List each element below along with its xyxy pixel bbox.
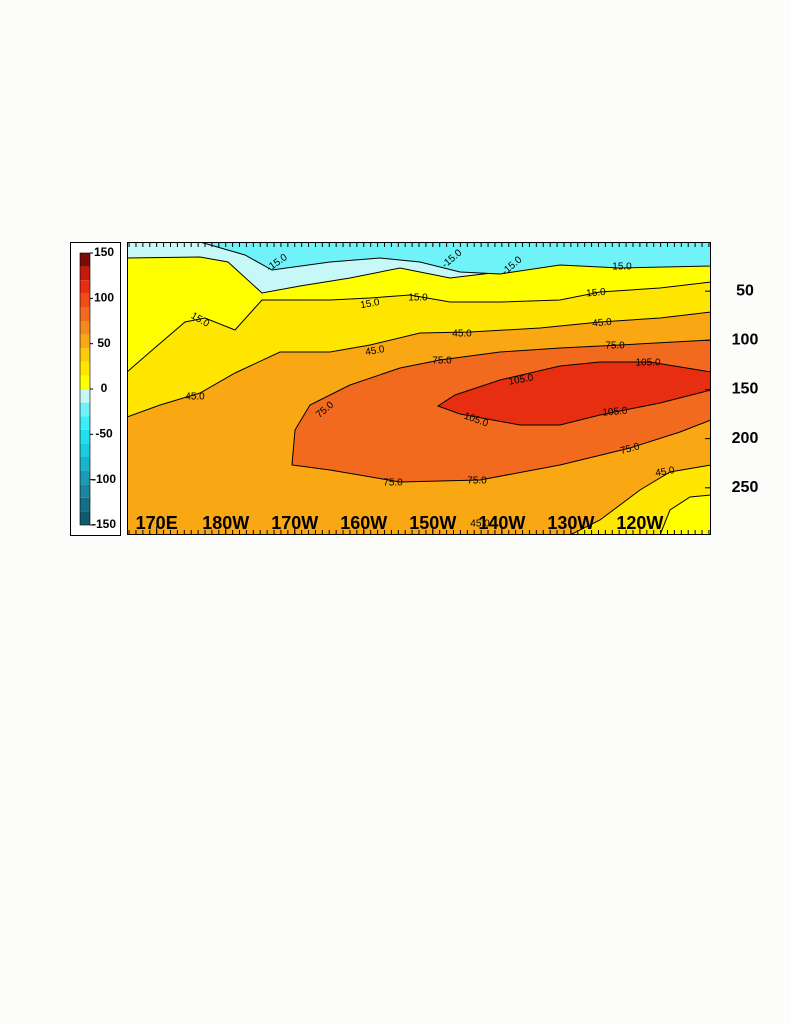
colorbar-swatch — [80, 389, 90, 403]
x-tick-label: 180W — [202, 513, 249, 533]
colorbar-swatch — [80, 253, 90, 267]
colorbar-tick-label: 100 — [94, 291, 114, 305]
x-tick-label: 170W — [271, 513, 318, 533]
colorbar-swatch — [80, 307, 90, 321]
colorbar-swatch — [80, 293, 90, 308]
y-tick-label: 250 — [732, 479, 759, 496]
x-tick-label: 130W — [547, 513, 594, 533]
colorbar-tick-label: -150 — [92, 517, 116, 531]
x-tick-label: 120W — [616, 513, 663, 533]
colorbar-swatch — [80, 348, 90, 362]
x-tick-label: 140W — [478, 513, 525, 533]
contour-label: 45.0 — [185, 392, 205, 403]
colorbar-swatch — [80, 457, 90, 471]
y-tick-label: 150 — [732, 381, 759, 398]
colorbar-swatch — [80, 321, 90, 335]
contour-label: 105.0 — [635, 358, 660, 369]
contour-label: 75.0 — [605, 341, 625, 352]
colorbar-swatch — [80, 280, 90, 294]
contour-label: 15.0 — [408, 293, 428, 304]
y-tick-label: 100 — [732, 332, 759, 349]
colorbar-tick-label: 50 — [97, 336, 111, 350]
colorbar-swatch — [80, 416, 90, 430]
colorbar-frame — [70, 242, 121, 536]
y-tick-label: 50 — [736, 282, 754, 299]
contour-label: 75.0 — [467, 476, 487, 487]
colorbar-swatch — [80, 497, 90, 512]
contour-label: 45.0 — [364, 344, 386, 358]
y-tick-label: 200 — [732, 430, 759, 447]
colorbar-tick-label: -50 — [95, 427, 113, 441]
contour-label: 15.0 — [359, 297, 381, 311]
colorbar-tick-label: -100 — [92, 472, 116, 486]
colorbar-tick-label: 150 — [94, 245, 114, 259]
colorbar-swatch — [80, 511, 90, 525]
x-tick-label: 150W — [409, 513, 456, 533]
contour-label: 75.0 — [383, 478, 403, 489]
colorbar-tick-label: 0 — [101, 381, 108, 395]
contour-label: 75.0 — [432, 356, 452, 367]
colorbar-swatch — [80, 375, 90, 389]
contour-label: 105.0 — [508, 372, 535, 387]
x-tick-label: 170E — [136, 513, 178, 533]
x-tick-label: 160W — [340, 513, 387, 533]
colorbar-swatch — [80, 266, 90, 281]
contours: -15.0 -15.0 -15.0 15.015.015.0 15.0 15.045.04… — [127, 242, 711, 535]
contour-band — [436, 361, 711, 426]
contour-label: 15.0 — [586, 287, 607, 300]
colorbar-swatch — [80, 429, 90, 444]
contour-label: 45.0 — [654, 465, 676, 479]
colorbar-swatch — [80, 484, 90, 498]
colorbar-swatch — [80, 443, 90, 457]
colorbar-swatch — [80, 334, 90, 349]
contour-label: 15.0 — [612, 262, 632, 273]
contour-label: 105.0 — [602, 406, 628, 419]
contour-label: 45.0 — [592, 317, 613, 330]
colorbar-swatch — [80, 402, 90, 417]
contour-band — [199, 242, 711, 275]
contour-label: 75.0 — [619, 441, 641, 457]
contour-label: 45.0 — [470, 519, 490, 530]
contour-label: 45.0 — [452, 329, 472, 340]
colorbar-swatch — [80, 470, 90, 485]
plot-area: -15.0 -15.0 -15.0 15.015.015.0 15.0 15.045.04… — [127, 242, 758, 535]
colorbar-swatch — [80, 361, 90, 376]
